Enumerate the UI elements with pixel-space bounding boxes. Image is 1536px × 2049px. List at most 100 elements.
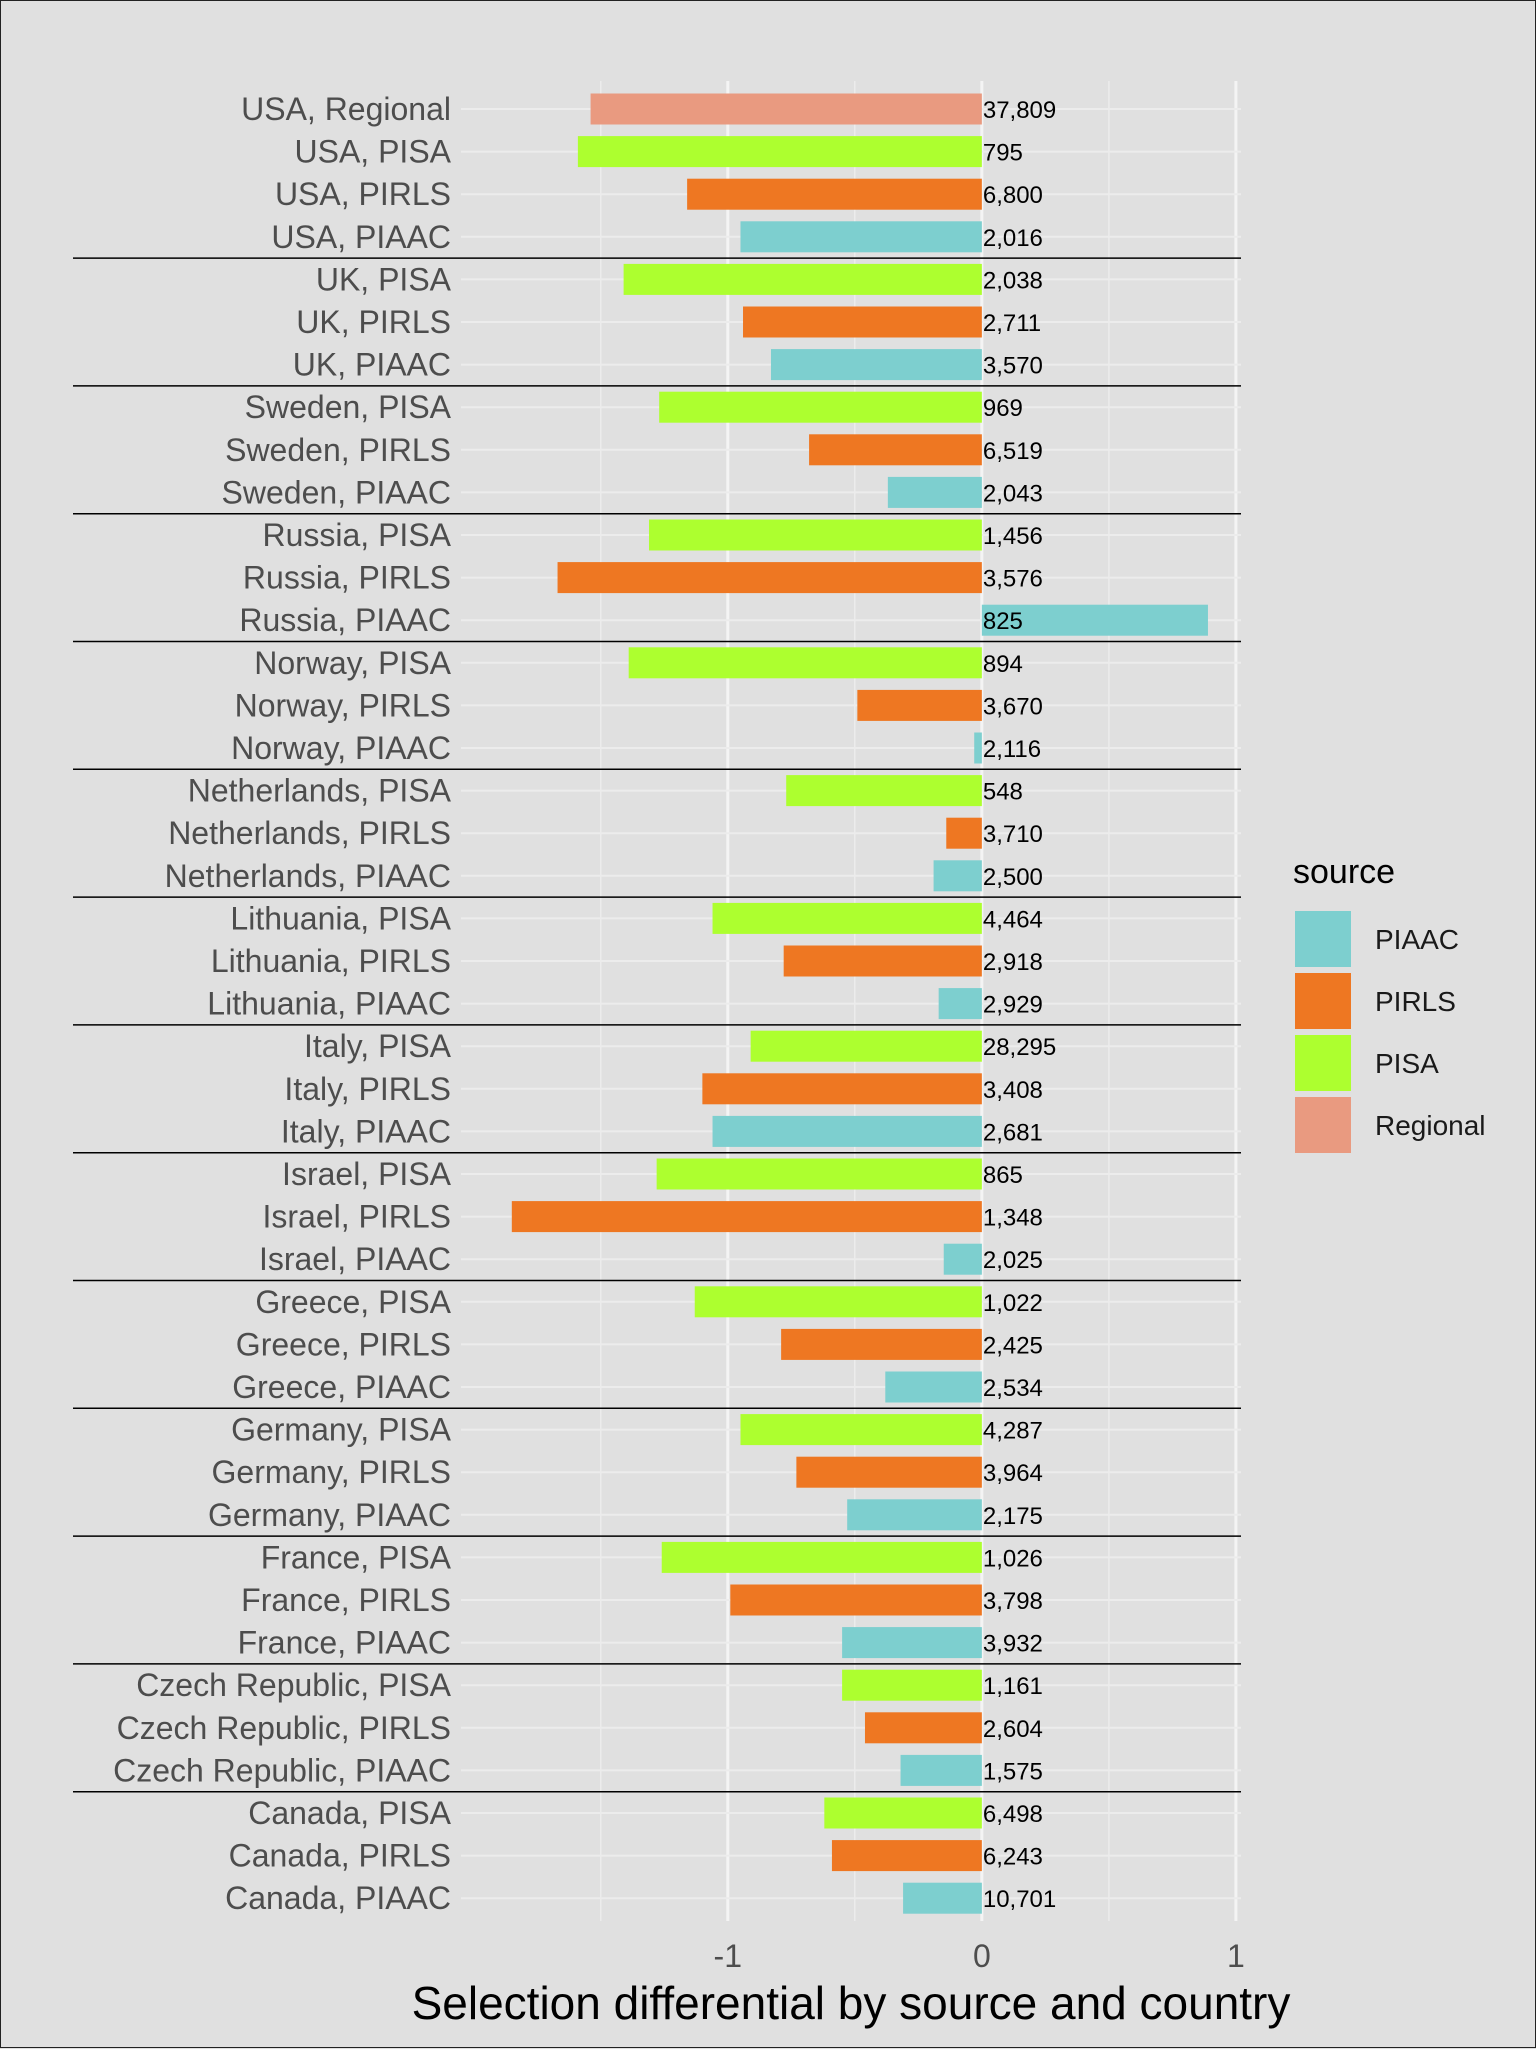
sample-size-label: 3,964 <box>983 1460 1043 1487</box>
sample-size-label: 865 <box>983 1162 1023 1189</box>
sample-size-label: 3,670 <box>983 693 1043 720</box>
sample-size-label: 1,161 <box>983 1673 1043 1700</box>
y-axis-label: Russia, PIRLS <box>243 560 451 596</box>
y-axis-label: Norway, PIRLS <box>235 687 451 723</box>
y-axis-label: Greece, PISA <box>255 1284 451 1320</box>
sample-size-label: 2,604 <box>983 1716 1043 1743</box>
bar <box>887 476 982 508</box>
y-axis-label: Czech Republic, PISA <box>136 1667 451 1703</box>
sample-size-label: 28,295 <box>983 1034 1056 1061</box>
y-axis-label: Greece, PIAAC <box>232 1369 451 1405</box>
y-axis-label: Greece, PIRLS <box>236 1326 451 1362</box>
y-axis-label: Sweden, PIAAC <box>222 474 451 510</box>
bar <box>981 604 1208 636</box>
bar <box>857 689 982 721</box>
bar <box>712 902 982 934</box>
bar <box>933 860 982 892</box>
sample-size-label: 3,408 <box>983 1077 1043 1104</box>
bar <box>943 1243 982 1275</box>
y-axis-label: UK, PIAAC <box>293 347 451 383</box>
y-axis-label: UK, PIRLS <box>296 304 451 340</box>
legend-label: PISA <box>1375 1048 1439 1079</box>
sample-size-label: 795 <box>983 140 1023 167</box>
bar <box>903 1882 982 1914</box>
sample-size-label: 1,456 <box>983 523 1043 550</box>
legend-swatch <box>1295 1097 1351 1153</box>
y-axis-label: Netherlands, PIRLS <box>168 815 451 851</box>
sample-size-label: 10,701 <box>983 1886 1056 1913</box>
y-axis-label: Norway, PIAAC <box>231 730 451 766</box>
bar <box>900 1754 982 1786</box>
bar <box>511 1201 982 1233</box>
y-axis-label: France, PIRLS <box>241 1582 451 1618</box>
x-tick-label: 1 <box>1227 1938 1245 1974</box>
y-axis-label: Italy, PIRLS <box>284 1071 451 1107</box>
sample-size-label: 2,425 <box>983 1332 1043 1359</box>
bar <box>687 178 982 210</box>
legend-label: PIAAC <box>1375 924 1459 955</box>
bar <box>656 1158 982 1190</box>
legend: source PIAAC PIRLS PISA Regional <box>1293 853 1486 1153</box>
sample-size-label: 2,038 <box>983 267 1043 294</box>
y-axis-label: Sweden, PISA <box>245 389 452 425</box>
sample-size-label: 6,519 <box>983 438 1043 465</box>
y-axis-label: Russia, PIAAC <box>239 602 451 638</box>
bar <box>824 1797 982 1829</box>
bar <box>702 1073 982 1105</box>
sample-size-label: 3,710 <box>983 821 1043 848</box>
y-axis-label: Canada, PIRLS <box>229 1838 451 1874</box>
bar <box>783 945 982 977</box>
bar <box>628 647 982 679</box>
bar <box>781 1328 982 1360</box>
sample-size-labels: 37,809 795 6,800 2,016 2,038 2,711 3,570 969 6,5… <box>983 97 1056 1913</box>
sample-size-label: 1,348 <box>983 1205 1043 1232</box>
y-axis-label: Sweden, PIRLS <box>225 432 451 468</box>
y-axis-label: Lithuania, PIAAC <box>207 986 451 1022</box>
sample-size-label: 2,918 <box>983 949 1043 976</box>
bar <box>770 349 982 381</box>
bar <box>842 1669 982 1701</box>
sample-size-label: 3,932 <box>983 1631 1043 1658</box>
bars <box>511 93 1208 1914</box>
bar <box>809 434 982 466</box>
y-axis-label: France, PISA <box>261 1539 452 1575</box>
bar <box>623 263 982 295</box>
group-separators <box>73 257 1241 1793</box>
bar <box>786 775 982 807</box>
bar <box>661 1541 982 1573</box>
sample-size-label: 3,570 <box>983 353 1043 380</box>
bar <box>730 1584 982 1616</box>
y-axis-label: Lithuania, PIRLS <box>211 943 451 979</box>
y-axis-label: Italy, PISA <box>304 1028 452 1064</box>
y-axis-label: Czech Republic, PIAAC <box>113 1752 451 1788</box>
y-axis-label: Czech Republic, PIRLS <box>117 1710 451 1746</box>
bar <box>864 1712 982 1744</box>
sample-size-label: 969 <box>983 395 1023 422</box>
sample-size-label: 1,026 <box>983 1545 1043 1572</box>
y-axis-label: Netherlands, PISA <box>188 773 452 809</box>
sample-size-label: 548 <box>983 779 1023 806</box>
legend-label: PIRLS <box>1375 986 1456 1017</box>
bar <box>740 221 982 253</box>
bar <box>557 562 982 594</box>
sample-size-label: 3,576 <box>983 566 1043 593</box>
y-axis-label: USA, PIRLS <box>275 176 451 212</box>
bar <box>694 1286 982 1318</box>
bar <box>842 1627 982 1659</box>
y-axis-label: USA, PISA <box>295 134 452 170</box>
bar <box>796 1456 982 1488</box>
x-tick-label: -1 <box>714 1938 742 1974</box>
sample-size-label: 4,287 <box>983 1418 1043 1445</box>
y-axis-label: Israel, PIRLS <box>262 1199 451 1235</box>
y-axis-label: Canada, PISA <box>248 1795 451 1831</box>
y-axis-label: Russia, PISA <box>262 517 451 553</box>
bar <box>750 1030 982 1062</box>
legend-swatch <box>1295 911 1351 967</box>
y-axis-label: USA, Regional <box>241 91 451 127</box>
y-axis-label: Netherlands, PIAAC <box>165 858 451 894</box>
y-axis-label: UK, PISA <box>316 261 452 297</box>
sample-size-label: 2,929 <box>983 992 1043 1019</box>
legend-swatch <box>1295 973 1351 1029</box>
sample-size-label: 2,025 <box>983 1247 1043 1274</box>
bar <box>577 136 982 168</box>
